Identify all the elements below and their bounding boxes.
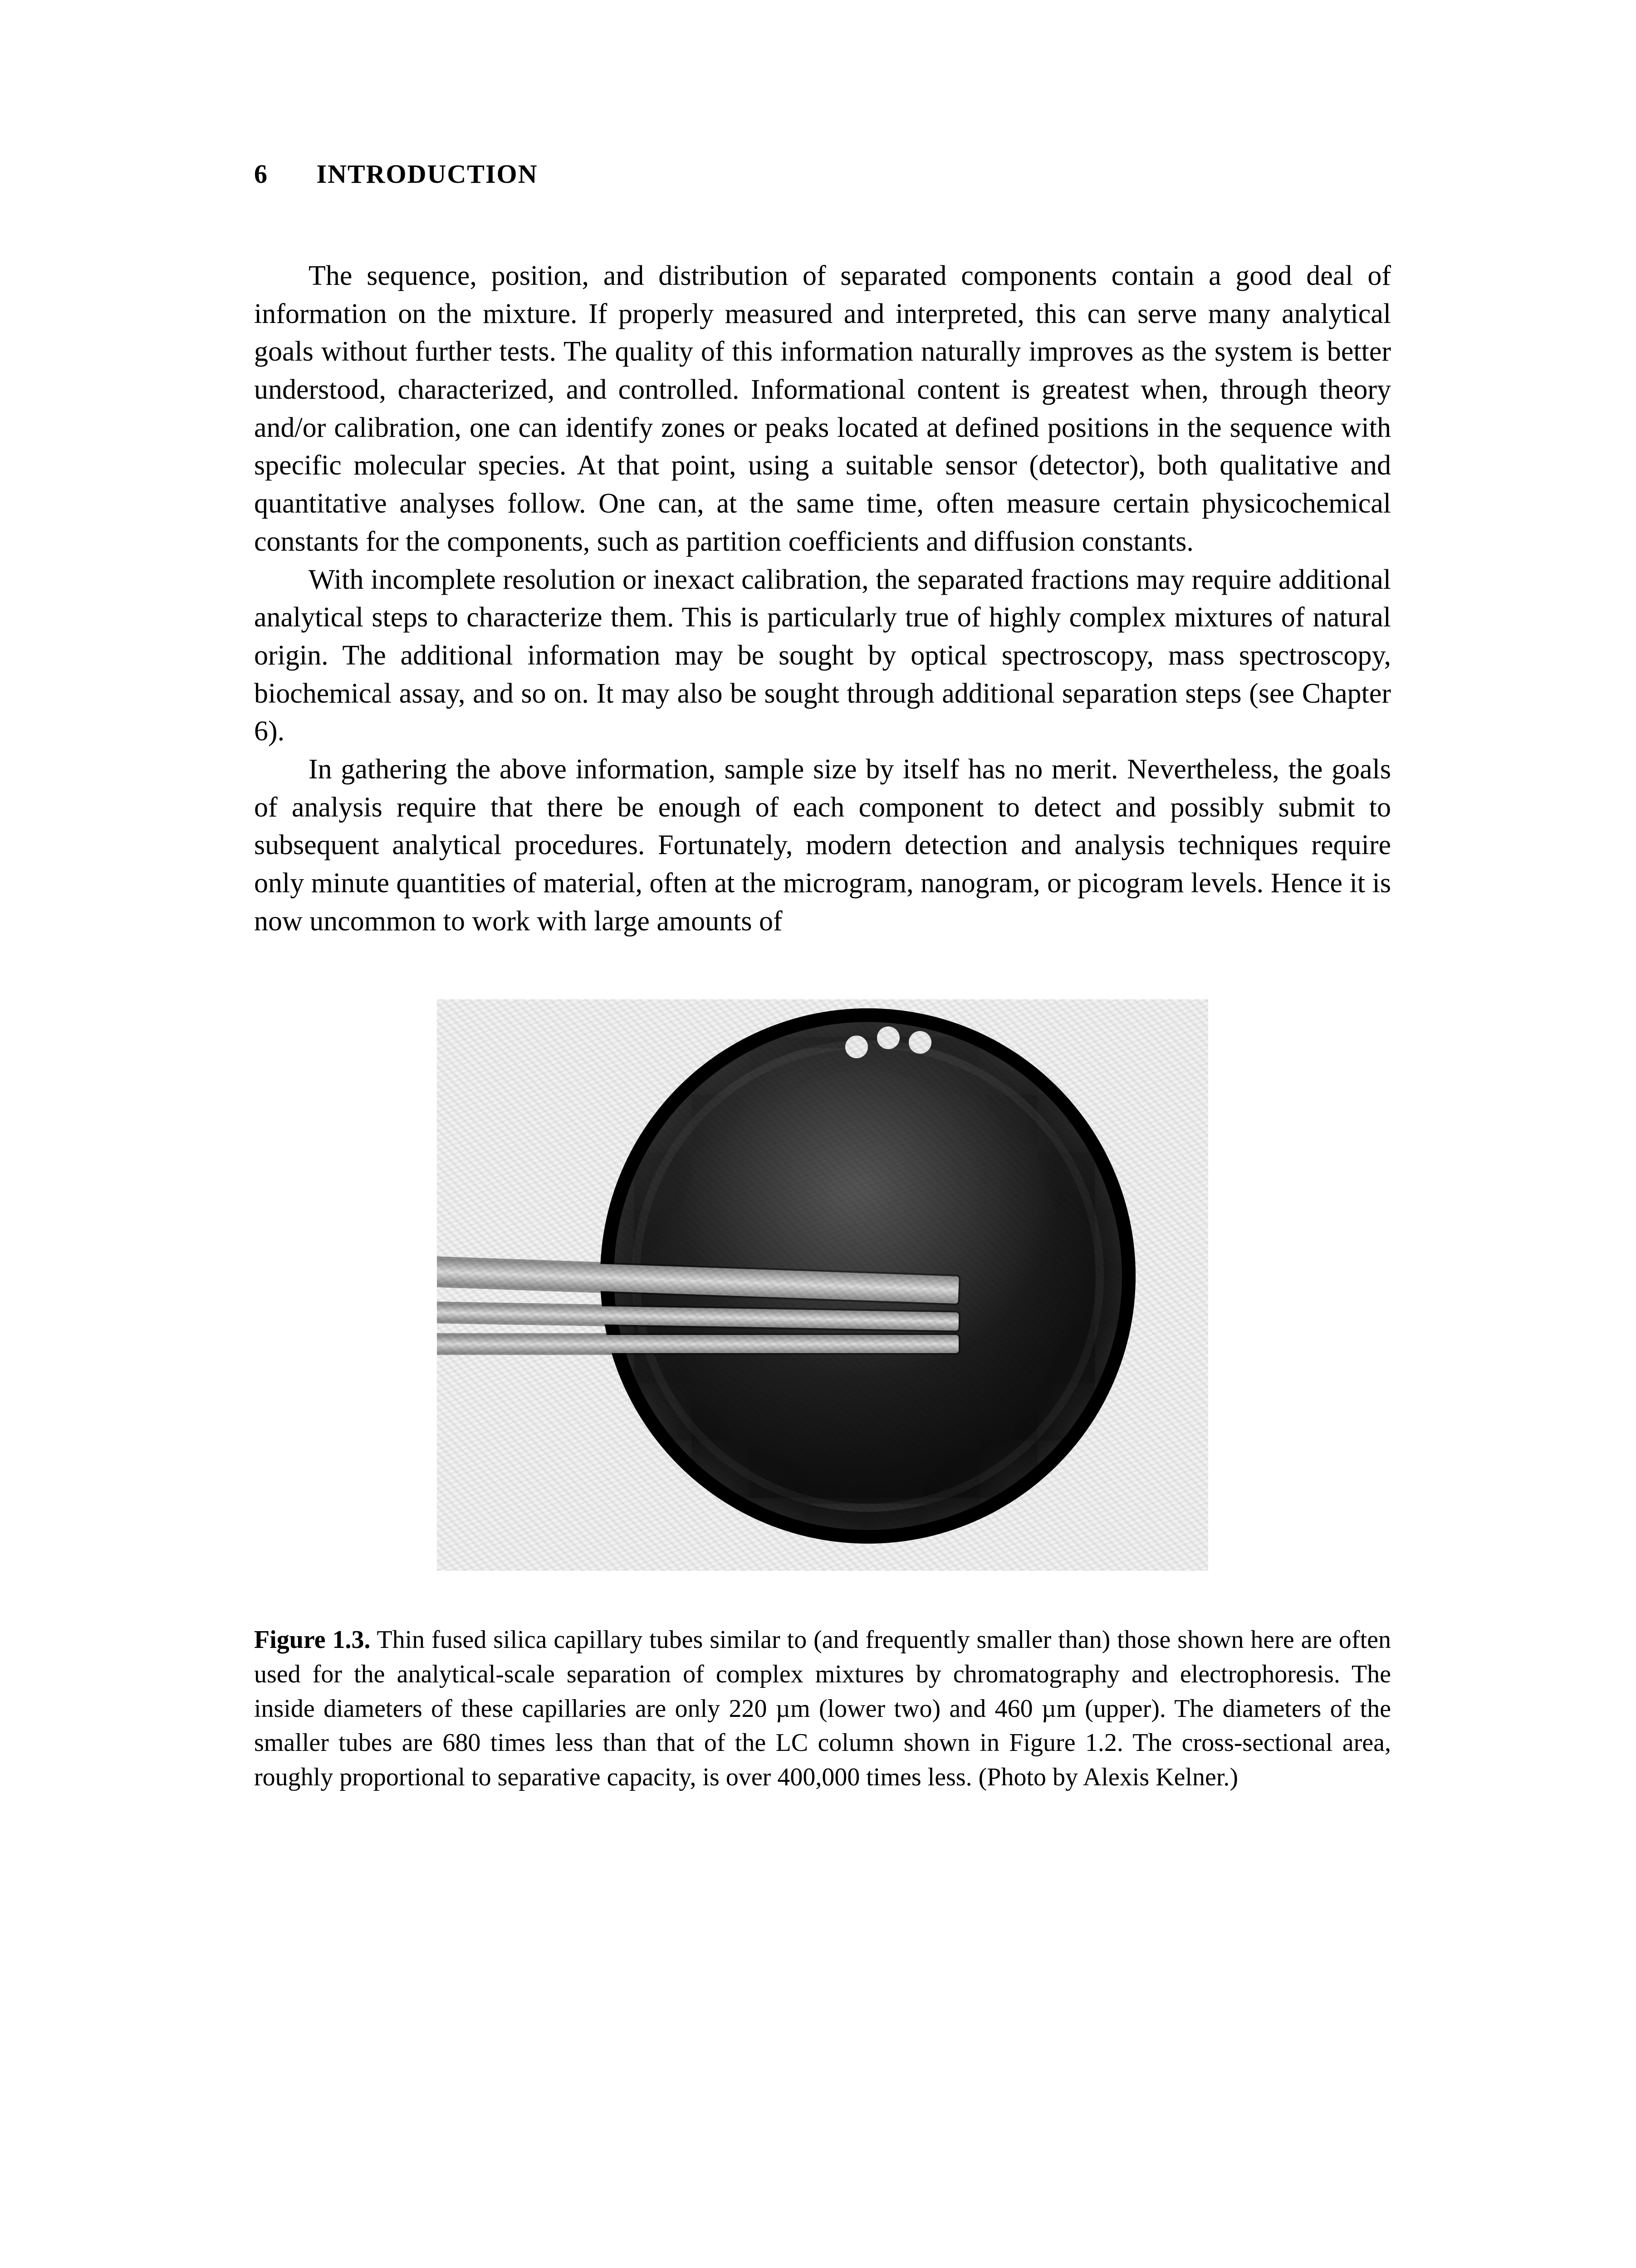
running-head: 6 INTRODUCTION [254,159,1391,189]
figure-caption: Figure 1.3. Thin fused silica capillary … [254,1623,1391,1794]
paragraph-3: In gathering the above information, samp… [254,751,1391,940]
photo-grain-overlay [437,999,1208,1571]
figure-label: Figure 1.3. [254,1626,371,1654]
figure-image [437,999,1208,1571]
page-number: 6 [254,159,268,189]
figure-caption-text: Thin fused silica capillary tubes simila… [254,1626,1391,1791]
body-text: The sequence, position, and distribution… [254,257,1391,940]
figure: Figure 1.3. Thin fused silica capillary … [254,999,1391,1794]
paragraph-1: The sequence, position, and distribution… [254,257,1391,561]
paragraph-2: With incomplete resolution or inexact ca… [254,561,1391,751]
running-title: INTRODUCTION [317,159,538,189]
page: 6 INTRODUCTION The sequence, position, a… [0,0,1636,2268]
